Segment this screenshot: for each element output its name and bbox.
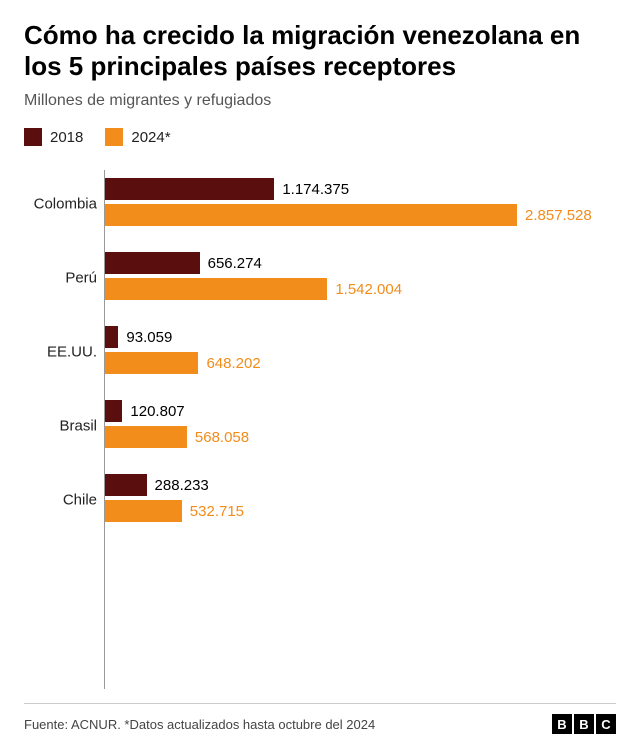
category-label: Perú [25, 270, 97, 287]
footer: Fuente: ACNUR. *Datos actualizados hasta… [24, 703, 616, 734]
bar [105, 178, 274, 200]
bar-value-label: 1.174.375 [282, 181, 349, 198]
bar [105, 474, 147, 496]
category-label: Chile [25, 492, 97, 509]
bar-row: 532.715 [105, 500, 616, 522]
bar-value-label: 1.542.004 [335, 281, 402, 298]
legend-swatch [24, 128, 42, 146]
bar-value-label: 648.202 [206, 355, 260, 372]
bar-row: 648.202 [105, 352, 616, 374]
bar [105, 352, 198, 374]
bar [105, 278, 327, 300]
logo-letter: B [574, 714, 594, 734]
bar-value-label: 2.857.528 [525, 207, 592, 224]
bar-group: Brasil120.807568.058 [185, 400, 616, 452]
legend: 2018 2024* [24, 128, 616, 146]
bar-group: Perú656.2741.542.004 [185, 252, 616, 304]
legend-swatch [105, 128, 123, 146]
bbc-logo: BBC [552, 714, 616, 734]
bar-value-label: 656.274 [208, 255, 262, 272]
bar-row: 1.542.004 [105, 278, 616, 300]
bar-row: 656.274 [105, 252, 616, 274]
bar [105, 204, 517, 226]
legend-label: 2018 [50, 129, 83, 146]
source-text: Fuente: ACNUR. *Datos actualizados hasta… [24, 717, 375, 732]
bar [105, 426, 187, 448]
legend-label: 2024* [131, 129, 170, 146]
bar-group: EE.UU.93.059648.202 [185, 326, 616, 378]
bar-row: 93.059 [105, 326, 616, 348]
bar-value-label: 288.233 [155, 477, 209, 494]
bar-value-label: 93.059 [126, 329, 172, 346]
bar [105, 400, 122, 422]
bar-group: Colombia1.174.3752.857.528 [185, 178, 616, 230]
bar-row: 1.174.375 [105, 178, 616, 200]
bar-value-label: 120.807 [130, 403, 184, 420]
bar-row: 120.807 [105, 400, 616, 422]
bar-row: 288.233 [105, 474, 616, 496]
bar-value-label: 568.058 [195, 429, 249, 446]
category-label: EE.UU. [25, 344, 97, 361]
bar-value-label: 532.715 [190, 503, 244, 520]
logo-letter: B [552, 714, 572, 734]
bar [105, 500, 182, 522]
category-label: Colombia [25, 196, 97, 213]
logo-letter: C [596, 714, 616, 734]
bar-group: Chile288.233532.715 [185, 474, 616, 526]
bar-chart: Colombia1.174.3752.857.528Perú656.2741.5… [104, 170, 616, 689]
chart-subtitle: Millones de migrantes y refugiados [24, 92, 616, 110]
legend-item: 2024* [105, 128, 170, 146]
legend-item: 2018 [24, 128, 83, 146]
chart-title: Cómo ha crecido la migración venezolana … [24, 20, 616, 82]
bar [105, 326, 118, 348]
category-label: Brasil [25, 418, 97, 435]
bar-row: 568.058 [105, 426, 616, 448]
bar-row: 2.857.528 [105, 204, 616, 226]
bar [105, 252, 200, 274]
